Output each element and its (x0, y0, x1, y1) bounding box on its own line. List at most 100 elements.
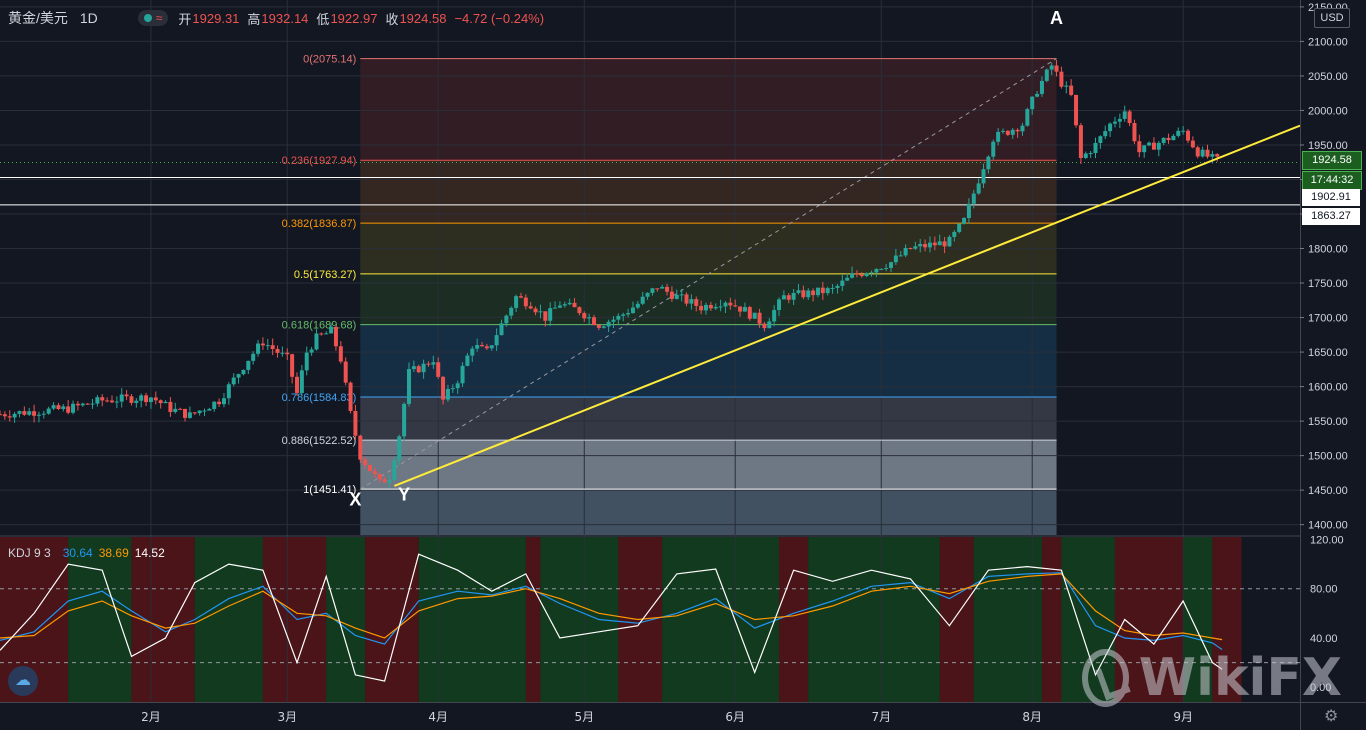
candle-body-1 (2, 414, 7, 417)
kdj-band-3 (194, 537, 263, 702)
candle-body-96 (465, 355, 470, 366)
candle-body-226 (1098, 136, 1103, 143)
trendline (394, 124, 1301, 487)
candle-body-192 (932, 242, 937, 246)
candle-body-150 (728, 302, 733, 306)
candle-body-141 (684, 294, 689, 304)
candle-body-153 (742, 307, 747, 312)
candle-body-22 (105, 400, 110, 402)
currency-selector[interactable]: USD (1314, 8, 1350, 28)
candle-body-221 (1074, 94, 1079, 126)
timeframe-label[interactable]: 1D (79, 10, 98, 26)
candle-body-17 (80, 403, 85, 406)
candle-body-113 (548, 308, 553, 321)
candle-body-206 (1000, 130, 1005, 132)
candle-body-162 (786, 295, 791, 300)
candle-body-145 (703, 304, 708, 311)
candle-body-181 (879, 268, 884, 270)
high-value: 1932.14 (261, 10, 309, 26)
candle-body-18 (85, 403, 90, 405)
candle-body-154 (747, 307, 752, 319)
candle-body-208 (1010, 129, 1015, 135)
candle-body-212 (1030, 96, 1035, 110)
candle-body-210 (1020, 125, 1025, 132)
candle-body-246 (1195, 147, 1200, 157)
candle-body-201 (976, 183, 981, 194)
cloud-logo-icon[interactable]: ☁ (8, 666, 38, 696)
candle-body-105 (509, 307, 514, 316)
candle-body-233 (1132, 123, 1137, 142)
candle-body-47 (226, 384, 231, 399)
candle-body-182 (884, 267, 889, 269)
time-tick-label-1: 3月 (277, 710, 297, 724)
wikifx-logo-icon (1082, 649, 1129, 707)
candle-body-52 (251, 353, 256, 361)
chart-header: 黄金/美元 1D ≈ 开 1929.31 高 1932.14 低 1922.97… (8, 8, 552, 28)
candle-body-190 (923, 244, 928, 248)
candle-body-163 (791, 292, 796, 300)
indicator-toggle[interactable]: ≈ (137, 10, 169, 26)
kdj-band-6 (365, 537, 419, 702)
candle-body-100 (484, 346, 489, 349)
close-label: 收 (385, 11, 399, 27)
candle-body-241 (1171, 135, 1176, 141)
candle-body-35 (168, 401, 173, 413)
candle-body-135 (655, 288, 660, 290)
kdj-band-4 (262, 537, 327, 702)
candle-body-107 (518, 296, 523, 298)
candle-body-112 (543, 311, 548, 321)
candle-body-136 (660, 286, 665, 289)
candle-body-177 (859, 274, 864, 277)
candle-body-225 (1093, 142, 1098, 154)
candle-body-42 (202, 410, 207, 412)
kdj-legend[interactable]: KDJ 9 3 30.64 38.69 14.52 (8, 546, 165, 560)
candle-body-83 (402, 403, 407, 437)
fib-label-2: 0.382(1836.87) (282, 218, 357, 230)
candle-body-77 (372, 471, 377, 474)
candle-body-158 (767, 321, 772, 329)
annotation-y: Y (398, 484, 410, 504)
fib-zone-7 (360, 489, 1057, 535)
candle-body-44 (212, 401, 217, 409)
price-tick-label-10: 1650.00 (1308, 347, 1348, 359)
candle-body-125 (606, 321, 611, 327)
candle-body-222 (1078, 125, 1083, 159)
candle-body-193 (937, 241, 942, 246)
candle-body-122 (592, 317, 597, 325)
candle-body-57 (275, 349, 280, 353)
candle-body-12 (56, 405, 61, 410)
fib-zone-6 (360, 440, 1057, 490)
candle-body-65 (314, 333, 319, 350)
candle-body-60 (290, 354, 295, 377)
candle-body-164 (796, 290, 801, 293)
price-tick-label-15: 1400.00 (1308, 520, 1348, 532)
candle-body-172 (835, 285, 840, 288)
candle-body-140 (679, 294, 684, 296)
candle-body-78 (377, 473, 382, 480)
kdj-band-15 (973, 537, 1042, 702)
candle-body-37 (178, 408, 183, 410)
candle-body-11 (51, 405, 56, 409)
candle-body-250 (1215, 154, 1220, 157)
low-label: 低 (316, 11, 330, 27)
price-tick-label-2: 2050.00 (1308, 71, 1348, 83)
candle-body-203 (986, 156, 991, 170)
candle-body-89 (431, 362, 436, 365)
candle-body-175 (850, 273, 855, 278)
candle-body-152 (738, 306, 743, 312)
candle-body-184 (893, 255, 898, 263)
candle-body-147 (713, 307, 718, 309)
fib-label-5: 0.786(1584.83) (282, 392, 357, 404)
kdj-d-value: 38.69 (98, 546, 129, 560)
kdj-j-value: 14.52 (134, 546, 165, 560)
candle-body-185 (898, 255, 903, 257)
candle-body-55 (265, 345, 270, 347)
candle-body-176 (854, 273, 859, 275)
candle-body-173 (840, 280, 845, 286)
gear-icon[interactable]: ⚙ (1324, 708, 1339, 725)
symbol-name[interactable]: 黄金/美元 (8, 10, 68, 26)
price-tick-label-3: 2000.00 (1308, 105, 1348, 117)
candle-body-33 (158, 400, 163, 404)
open-value: 1929.31 (192, 10, 240, 26)
